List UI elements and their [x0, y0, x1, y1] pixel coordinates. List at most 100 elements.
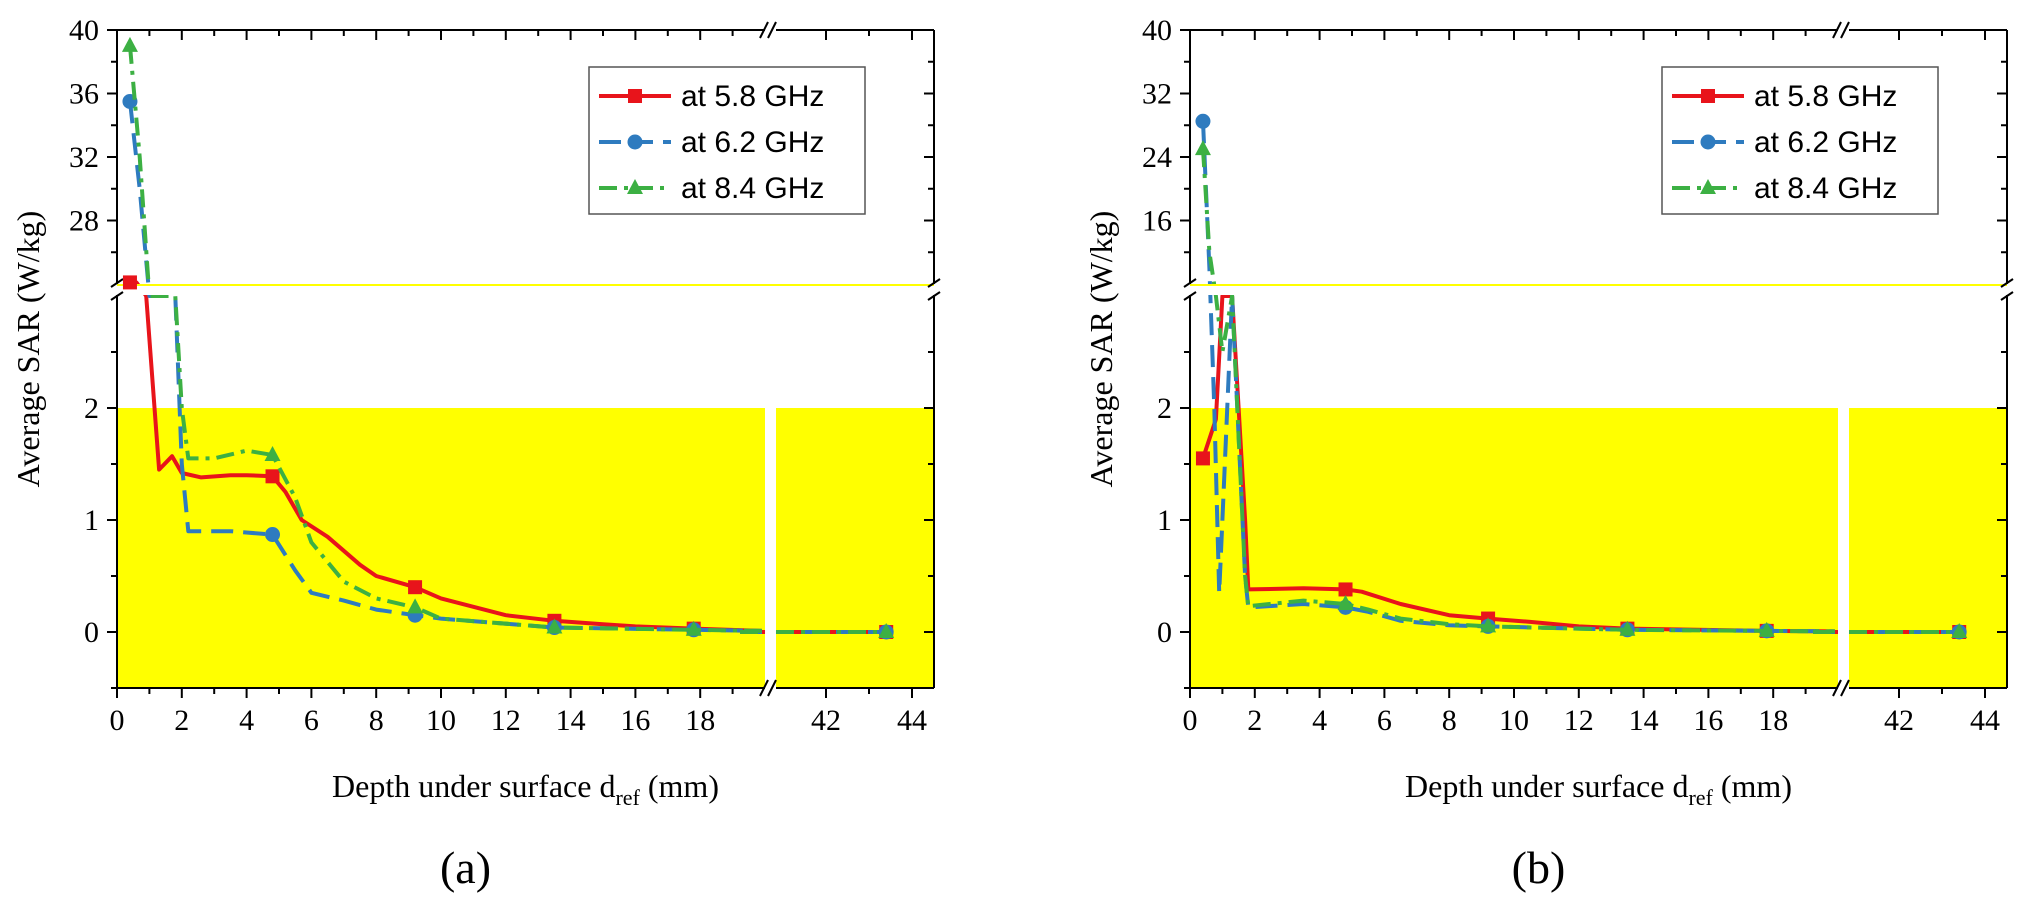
x-break-mark-bottom — [767, 679, 777, 697]
safe-region — [1849, 408, 2007, 688]
legend-marker-3 — [627, 179, 643, 194]
series-marker-1 — [408, 580, 423, 595]
y-break-mark — [927, 291, 941, 301]
y-break-mark — [1183, 278, 1197, 288]
x-tick-label: 18 — [685, 704, 715, 737]
x-tick-label: 42 — [1884, 704, 1914, 737]
legend-label-2: at 6.2 GHz — [681, 126, 824, 159]
panel-label: (b) — [1512, 842, 1566, 893]
x-break-mark-top — [1840, 21, 1850, 39]
y-tick-label: 0 — [1157, 616, 1172, 649]
x-tick-label: 16 — [620, 704, 650, 737]
y-tick-label: 40 — [1142, 14, 1172, 47]
series-marker-3 — [878, 623, 895, 638]
x-tick-label: 12 — [491, 704, 521, 737]
x-axis-title-sub: ref — [1688, 785, 1713, 810]
x-break-mark-top — [767, 21, 777, 39]
series-marker-3 — [407, 598, 424, 614]
series-marker-1 — [1338, 582, 1353, 597]
x-axis-title: Depth under surface dref (mm) — [1405, 768, 1792, 810]
x-break-mark-top — [759, 21, 769, 39]
series-marker-3 — [1337, 595, 1354, 610]
series-marker-1 — [1195, 451, 1210, 466]
x-tick-label: 12 — [1564, 704, 1594, 737]
x-tick-label: 4 — [1312, 704, 1327, 737]
y-break-mark — [2000, 291, 2014, 301]
series-marker-2 — [265, 527, 281, 543]
x-tick-label: 6 — [304, 704, 319, 737]
y-break-mark — [927, 278, 941, 288]
x-break-mark-bottom — [1832, 679, 1842, 697]
x-tick-label: 6 — [1377, 704, 1392, 737]
x-tick-label: 16 — [1693, 704, 1723, 737]
x-axis-title-main: Depth under surface d — [1405, 768, 1688, 804]
x-tick-label: 10 — [1499, 704, 1529, 737]
x-tick-label: 44 — [897, 704, 927, 737]
y-break-mark — [1183, 291, 1197, 301]
series-marker-3 — [546, 618, 563, 634]
y-tick-label: 36 — [69, 78, 99, 111]
y-tick-label: 0 — [84, 616, 99, 649]
x-tick-label: 14 — [1629, 704, 1659, 737]
x-axis-title-sub: ref — [615, 785, 640, 810]
series-marker-3 — [1480, 617, 1497, 633]
x-break-mark-bottom — [759, 679, 769, 697]
x-break-mark-bottom — [1840, 679, 1850, 697]
legend-marker-1 — [628, 89, 642, 103]
x-axis-title: Depth under surface dref (mm) — [332, 768, 719, 810]
y-break-mark — [110, 291, 124, 301]
y-axis-title: Average SAR (W/kg) — [1083, 211, 1119, 488]
series-marker-3 — [264, 446, 281, 462]
legend-marker-2 — [627, 134, 643, 150]
series-marker-1 — [265, 469, 280, 484]
y-tick-label: 40 — [69, 14, 99, 47]
x-tick-label: 18 — [1758, 704, 1788, 737]
series-marker-1 — [122, 275, 137, 290]
x-tick-label: 8 — [369, 704, 384, 737]
x-tick-label: 0 — [110, 704, 125, 737]
x-tick-label: 44 — [1970, 704, 2000, 737]
series-marker-3 — [1758, 621, 1775, 637]
y-tick-label: 2 — [84, 392, 99, 425]
x-tick-label: 4 — [239, 704, 254, 737]
y-tick-label: 28 — [69, 205, 99, 238]
x-tick-label: 2 — [174, 704, 189, 737]
y-tick-label: 1 — [84, 504, 99, 537]
series-marker-3 — [1194, 140, 1211, 156]
y-tick-label: 16 — [1142, 205, 1172, 238]
legend-label-3: at 8.4 GHz — [681, 172, 824, 205]
x-tick-label: 0 — [1183, 704, 1198, 737]
x-axis-title-unit: (mm) — [1713, 768, 1792, 804]
y-tick-label: 2 — [1157, 392, 1172, 425]
y-tick-label: 1 — [1157, 504, 1172, 537]
y-axis-title: Average SAR (W/kg) — [10, 211, 46, 488]
y-tick-label: 32 — [69, 141, 99, 174]
x-tick-label: 8 — [1442, 704, 1457, 737]
x-axis-title-main: Depth under surface d — [332, 768, 615, 804]
legend-marker-3 — [1700, 179, 1716, 194]
legend-label-2: at 6.2 GHz — [1754, 126, 1897, 159]
x-tick-label: 2 — [1247, 704, 1262, 737]
safe-region — [117, 408, 765, 688]
legend-label-3: at 8.4 GHz — [1754, 172, 1897, 205]
y-break-mark — [2000, 278, 2014, 288]
series-marker-3 — [1619, 620, 1636, 636]
x-tick-label: 42 — [811, 704, 841, 737]
legend-label-1: at 5.8 GHz — [681, 80, 824, 113]
safe-region — [1190, 408, 1838, 688]
x-break-mark-top — [1832, 21, 1842, 39]
series-marker-3 — [121, 36, 138, 52]
legend-marker-1 — [1701, 89, 1715, 103]
series-line-2 — [1201, 121, 1835, 634]
x-tick-label: 10 — [426, 704, 456, 737]
legend-marker-2 — [1700, 134, 1716, 150]
series-marker-3 — [685, 620, 702, 636]
legend-label-1: at 5.8 GHz — [1754, 80, 1897, 113]
series-marker-2 — [1195, 113, 1211, 129]
series-line-3 — [128, 45, 762, 633]
x-tick-label: 14 — [556, 704, 586, 737]
